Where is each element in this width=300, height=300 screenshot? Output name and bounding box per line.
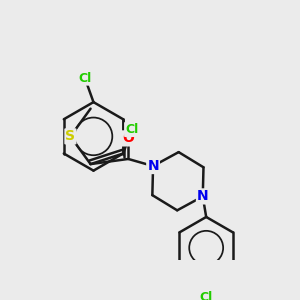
Text: Cl: Cl <box>78 72 92 85</box>
Text: Cl: Cl <box>200 291 213 300</box>
Text: O: O <box>122 131 134 146</box>
Text: S: S <box>65 129 75 143</box>
Text: N: N <box>197 189 208 203</box>
Text: Cl: Cl <box>125 123 138 136</box>
Text: N: N <box>147 159 159 173</box>
